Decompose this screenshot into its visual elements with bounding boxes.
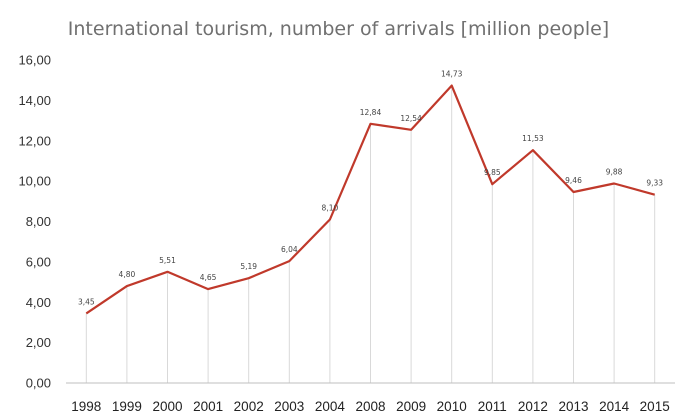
y-tick-label: 8,00: [26, 214, 51, 229]
x-tick-label: 2011: [478, 399, 507, 414]
data-label: 4,80: [119, 270, 136, 279]
chart-title: International tourism, number of arrival…: [67, 18, 610, 40]
data-label: 5,19: [240, 262, 257, 271]
x-tick-label: 2008: [355, 399, 385, 414]
data-label: 9,33: [646, 179, 663, 188]
data-label: 11,53: [522, 134, 544, 143]
x-tick-label: 2012: [518, 399, 548, 414]
x-tick-label: 2014: [599, 399, 630, 414]
data-label: 6,04: [281, 245, 298, 254]
x-tick-label: 2001: [193, 399, 223, 414]
x-tick-label: 2009: [396, 399, 426, 414]
data-label: 3,45: [78, 297, 95, 306]
series-line: [85, 84, 655, 315]
x-tick-label: 2002: [234, 399, 264, 414]
y-tick-label: 12,00: [18, 133, 51, 148]
x-tick-label: 2015: [640, 399, 670, 414]
x-tick-label: 2000: [152, 399, 182, 414]
data-label: 12,54: [400, 114, 422, 123]
data-label: 5,51: [159, 256, 176, 265]
y-tick-label: 10,00: [18, 174, 51, 189]
data-label: 9,46: [565, 176, 582, 185]
data-label: 4,65: [200, 273, 217, 282]
y-tick-label: 14,00: [18, 93, 51, 108]
x-tick-label: 1999: [112, 399, 142, 414]
data-label: 9,85: [484, 168, 501, 177]
x-tick-label: 1998: [71, 399, 101, 414]
y-tick-label: 0,00: [26, 376, 51, 391]
y-tick-label: 16,00: [18, 53, 51, 68]
y-tick-label: 6,00: [26, 254, 51, 269]
x-tick-label: 2010: [437, 399, 467, 414]
y-tick-label: 4,00: [26, 295, 51, 310]
data-label: 14,73: [441, 70, 463, 79]
data-label: 9,88: [606, 168, 623, 177]
x-tick-label: 2013: [558, 399, 588, 414]
data-label: 12,84: [360, 108, 382, 117]
x-tick-label: 2003: [274, 399, 304, 414]
x-tick-label: 2004: [315, 399, 346, 414]
y-tick-label: 2,00: [26, 335, 51, 350]
data-label: 8,10: [322, 203, 339, 212]
